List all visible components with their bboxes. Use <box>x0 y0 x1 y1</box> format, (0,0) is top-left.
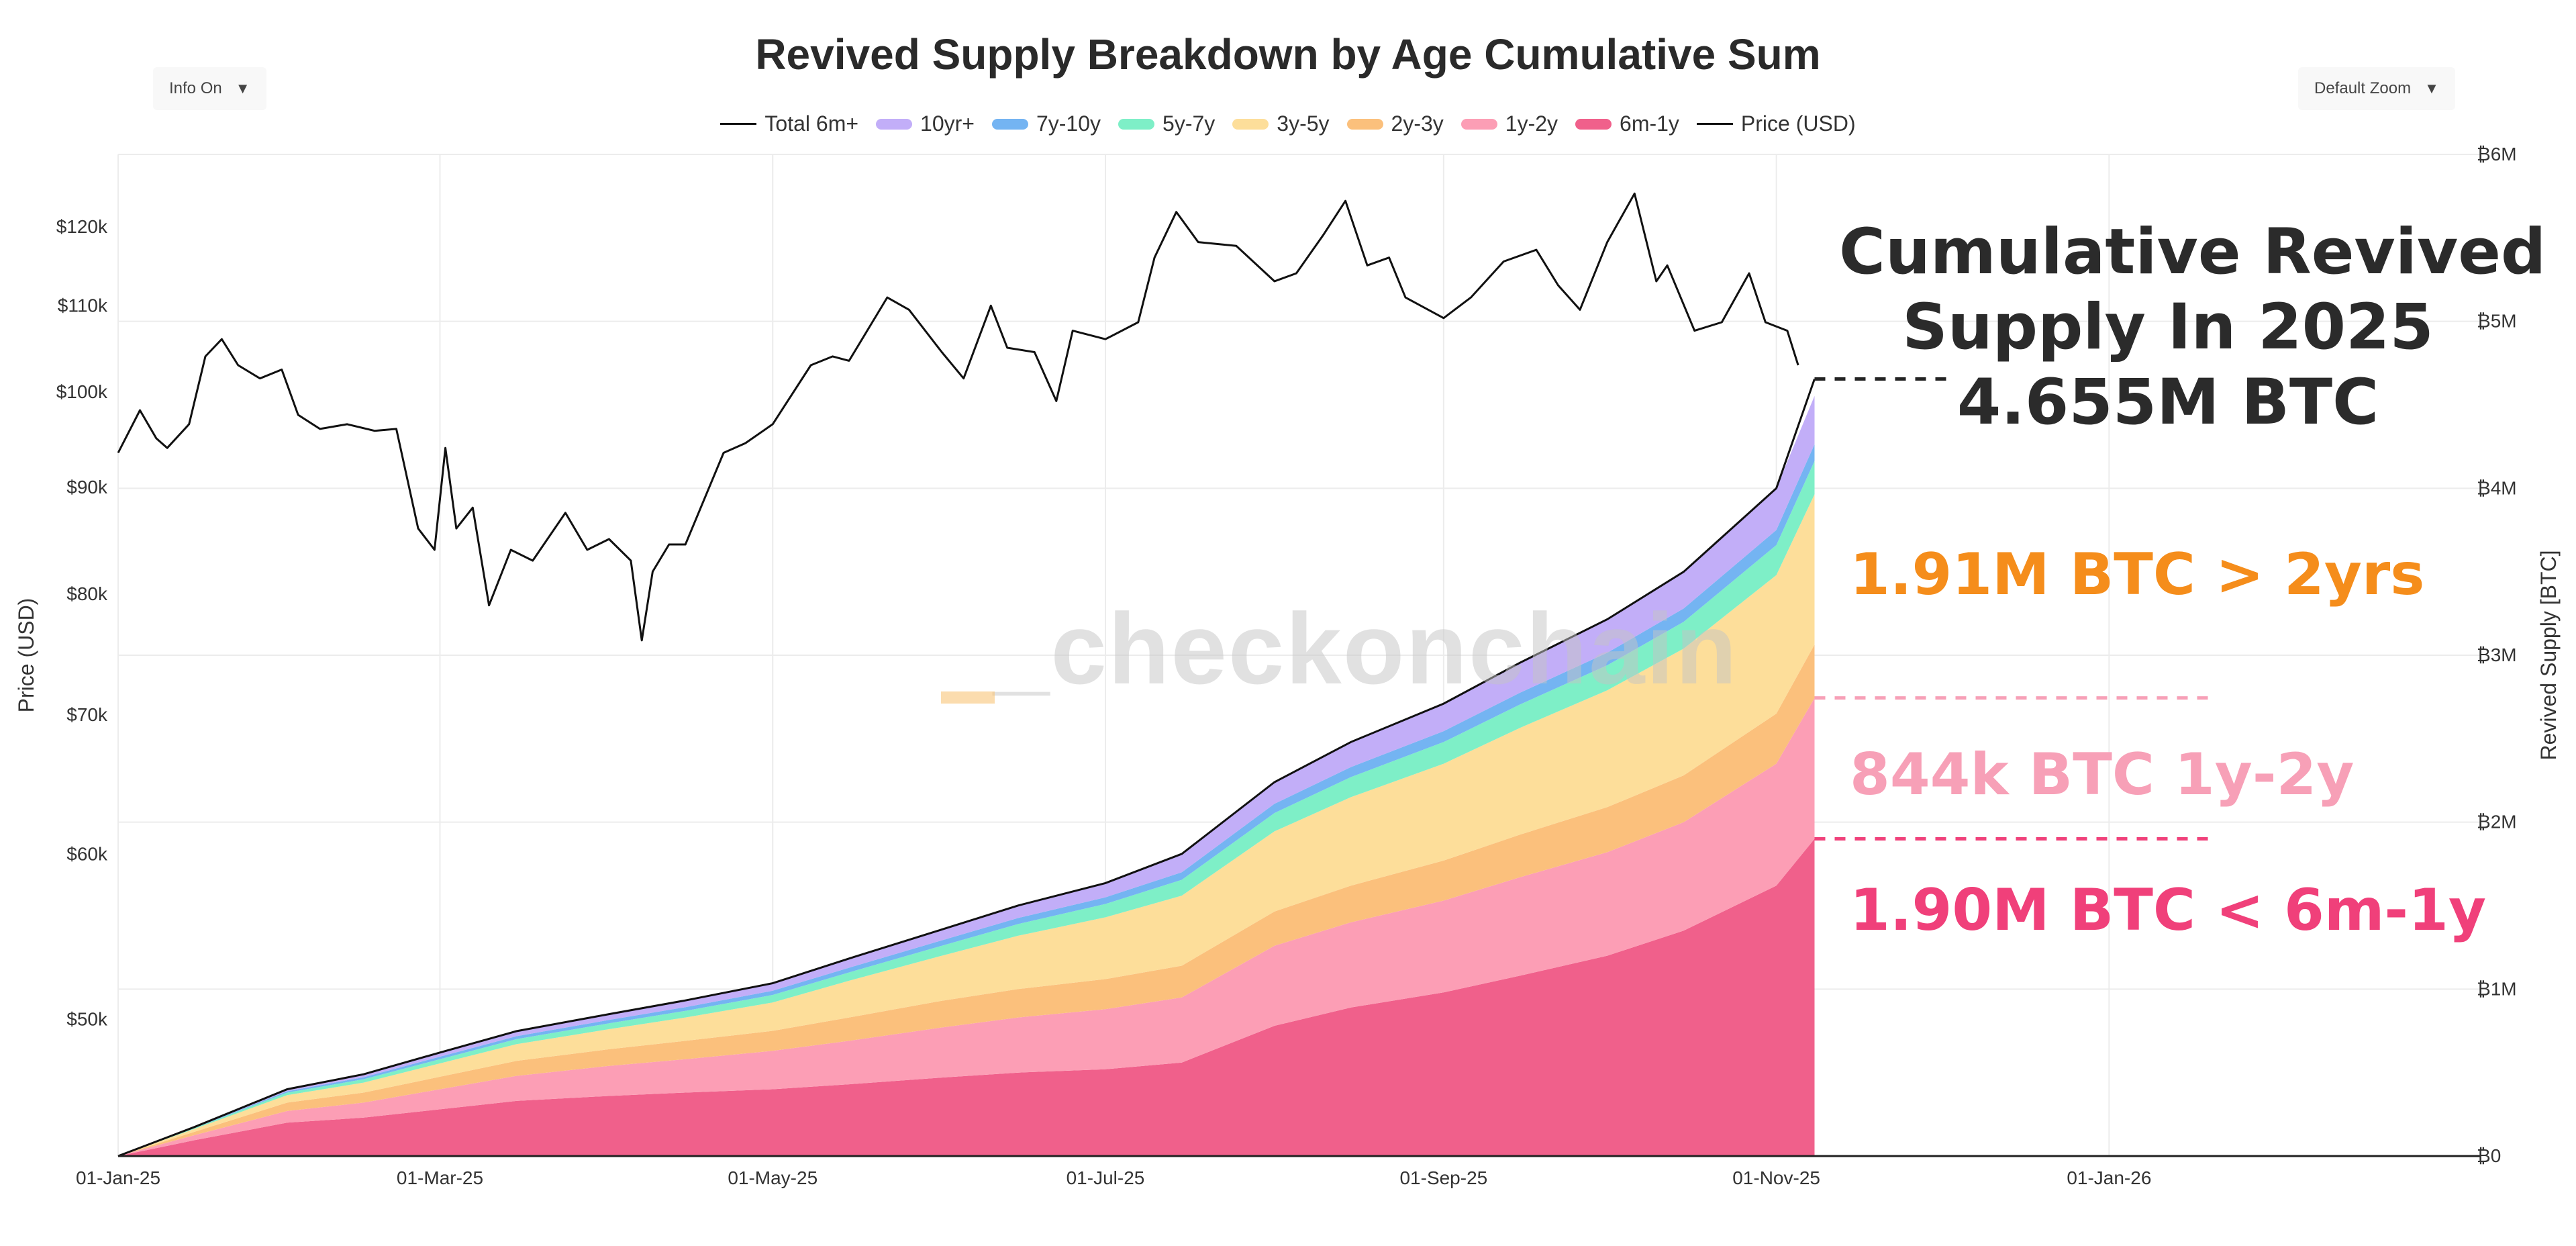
y-left-tick-label: $100k <box>56 381 108 402</box>
zoom-dropdown[interactable]: Default Zoom ▼ <box>2298 67 2455 110</box>
y-right-tick-label: ₿4M <box>2477 477 2517 498</box>
1y-2y-annotation: 844k BTC 1y-2y <box>1850 741 2355 808</box>
info-toggle-label: Info On <box>169 79 222 97</box>
y-right-axis-label: Revived Supply [BTC] <box>2536 550 2561 760</box>
y-left-tick-label: $60k <box>66 844 108 865</box>
y-right-tick-label: ₿2M <box>2477 812 2517 832</box>
y-left-tick-label: $50k <box>66 1009 108 1030</box>
total-6m-plus-line <box>117 379 1816 1157</box>
legend-item-6m1y[interactable]: 6m-1y <box>1575 111 1679 136</box>
y-right-tick-label: ₿1M <box>2477 978 2517 999</box>
zoom-label: Default Zoom <box>2314 79 2412 97</box>
x-tick-label: 01-Mar-25 <box>397 1167 483 1188</box>
over-2yrs-annotation: 1.91M BTC > 2yrs <box>1850 541 2425 608</box>
legend-label: 7y-10y <box>1036 111 1101 136</box>
watermark-underscore <box>941 691 995 704</box>
legend-swatch <box>1118 118 1155 130</box>
cumulative-annotation-line3: 4.655M BTC <box>1956 366 2379 439</box>
legend-label: 3y-5y <box>1277 111 1330 136</box>
legend-label: 10yr+ <box>920 111 975 136</box>
legend-label: 1y-2y <box>1505 111 1558 136</box>
area-3y-5y <box>118 494 1815 1156</box>
y-left-tick-label: $120k <box>56 216 108 237</box>
annotation-dashes <box>1814 377 2215 841</box>
legend-swatch <box>1696 123 1733 125</box>
price-line <box>117 192 1799 642</box>
y-right-tick-label: ₿5M <box>2477 311 2517 332</box>
x-tick-label: 01-May-25 <box>728 1167 818 1188</box>
area-6m-1y <box>118 838 1815 1156</box>
x-tick-label: 01-Jan-26 <box>2067 1167 2151 1188</box>
x-tick-label: 01-Jul-25 <box>1067 1167 1145 1188</box>
chart-title: Revived Supply Breakdown by Age Cumulati… <box>755 30 1821 79</box>
legend-swatch <box>1575 118 1612 130</box>
legend-label: 2y-3y <box>1391 111 1444 136</box>
x-tick-label: 01-Nov-25 <box>1732 1167 1820 1188</box>
legend-label: 6m-1y <box>1620 111 1679 136</box>
triangle-down-icon: ▼ <box>235 80 250 97</box>
legend-swatch <box>1346 118 1383 130</box>
legend-item-total[interactable]: Total 6m+ <box>720 111 858 136</box>
area-1y-2y <box>118 698 1815 1156</box>
y-right-tick-label: ₿0 <box>2477 1145 2501 1166</box>
stacked-areas <box>117 379 1816 1157</box>
x-tick-label: 01-Jan-25 <box>76 1167 160 1188</box>
legend-item-10yr[interactable]: 10yr+ <box>876 111 975 136</box>
area-2y-3y <box>118 644 1815 1156</box>
legend-label: Total 6m+ <box>764 111 859 136</box>
legend-item-7y10y[interactable]: 7y-10y <box>991 111 1101 136</box>
cumulative-annotation: Cumulative Revived Supply In 2025 4.655M… <box>1839 215 2546 440</box>
triangle-down-icon: ▼ <box>2424 80 2439 97</box>
legend-item-3y5y[interactable]: 3y-5y <box>1232 111 1330 136</box>
legend-swatch <box>876 118 913 130</box>
y-left-tick-label: $110k <box>58 295 108 316</box>
legend-item-2y3y[interactable]: 2y-3y <box>1346 111 1444 136</box>
y-right-tick-label: ₿6M <box>2477 144 2517 164</box>
legend-item-price[interactable]: Price (USD) <box>1696 111 1856 136</box>
y-right-tick-label: ₿3M <box>2477 644 2517 665</box>
legend-label: 5y-7y <box>1162 111 1216 136</box>
info-toggle-dropdown[interactable]: Info On ▼ <box>153 67 266 110</box>
legend-item-1y2y[interactable]: 1y-2y <box>1460 111 1558 136</box>
y-left-tick-label: $90k <box>66 477 108 497</box>
y-left-tick-label: $70k <box>66 704 108 725</box>
x-tick-label: 01-Sep-25 <box>1399 1167 1487 1188</box>
axes: $50k $60k $70k $80k $90k $100k $110k $120k ₿0 ₿1M… <box>14 144 2561 1188</box>
legend-item-5y7y[interactable]: 5y-7y <box>1118 111 1215 136</box>
legend-swatch <box>1232 118 1269 130</box>
watermark: _checkonchain <box>993 592 1738 705</box>
legend-swatch <box>1460 118 1497 130</box>
cumulative-annotation-line1: Cumulative Revived <box>1839 215 2546 289</box>
legend-swatch <box>991 118 1028 130</box>
legend-swatch <box>720 123 757 125</box>
y-left-axis-label: Price (USD) <box>14 598 38 713</box>
legend-label: Price (USD) <box>1740 111 1856 136</box>
chart-legend: Total 6m+ 10yr+ 7y-10y 5y-7y 3y-5y 2y-3y 1y-2y… <box>0 111 2576 136</box>
price-layer <box>117 192 1799 642</box>
y-left-tick-label: $80k <box>66 583 108 604</box>
6m-1y-annotation: 1.90M BTC < 6m-1y <box>1850 877 2487 944</box>
cumulative-annotation-line2: Supply In 2025 <box>1902 291 2434 364</box>
